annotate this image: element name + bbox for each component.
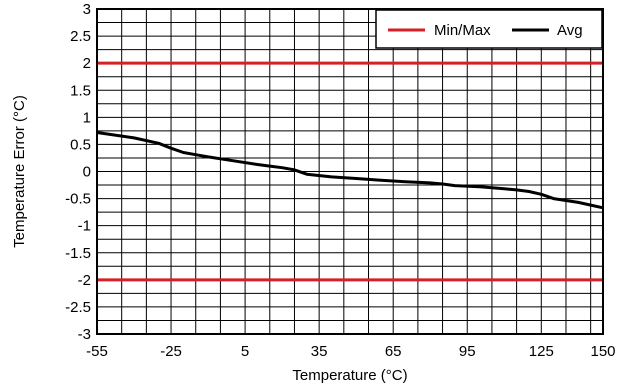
- y-tick-label: -1.5: [65, 245, 91, 262]
- y-tick-label: 2: [83, 55, 91, 72]
- y-tick-label: 0.5: [70, 136, 91, 153]
- y-tick-label: 1.5: [70, 82, 91, 99]
- plot-frame: [96, 8, 604, 335]
- x-tick-label: 65: [385, 343, 402, 360]
- grid: [97, 9, 603, 334]
- avg-line: [96, 131, 604, 210]
- x-axis-ticks: -55 -25 5 35 65 95 125 150: [86, 343, 615, 360]
- x-tick-label: 125: [529, 343, 554, 360]
- y-tick-label: -2: [78, 272, 91, 289]
- x-axis-title: Temperature (°C): [292, 367, 407, 384]
- y-tick-label: 1: [83, 109, 91, 126]
- x-tick-label: 95: [459, 343, 476, 360]
- y-tick-label: -0.5: [65, 191, 91, 208]
- y-tick-label: 3: [83, 1, 91, 18]
- y-tick-label: 0: [83, 164, 91, 181]
- x-tick-label: -55: [86, 343, 108, 360]
- legend: Min/Max Avg: [375, 9, 603, 49]
- min-max-limit-lines: [97, 61, 603, 282]
- y-tick-label: 2.5: [70, 28, 91, 45]
- y-axis-ticks: 3 2.5 2 1.5 1 0.5 0 -0.5 -1 -1.5 -2 -2.5 -3: [65, 1, 91, 343]
- avg-series: [96, 131, 604, 210]
- x-tick-label: 150: [590, 343, 615, 360]
- y-tick-label: -2.5: [65, 299, 91, 316]
- legend-label-min-max: Min/Max: [434, 22, 491, 39]
- y-tick-label: -3: [78, 326, 91, 343]
- y-axis-title: Temperature Error (°C): [11, 95, 28, 248]
- x-tick-label: 35: [311, 343, 328, 360]
- legend-label-avg: Avg: [557, 22, 583, 39]
- x-tick-label: 5: [241, 343, 249, 360]
- y-tick-label: -1: [78, 218, 91, 235]
- x-tick-label: -25: [160, 343, 182, 360]
